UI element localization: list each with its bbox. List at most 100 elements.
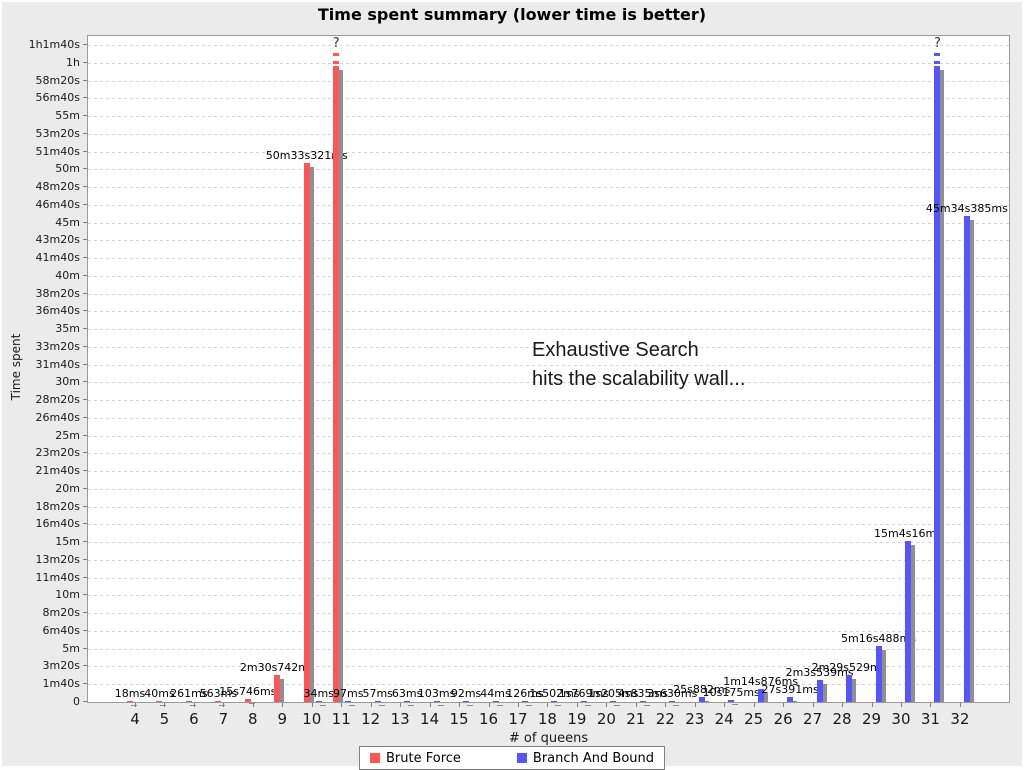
gridline xyxy=(88,559,1009,561)
x-tick-label: 19 xyxy=(567,710,587,728)
bar-value-label: 92ms xyxy=(450,687,482,701)
x-tick-label: 32 xyxy=(950,710,970,728)
y-tick-mark xyxy=(83,61,87,63)
gridline xyxy=(88,187,1009,189)
bar-branch-and-bound-q22 xyxy=(669,701,676,702)
y-tick-label: 51m40s xyxy=(35,144,80,158)
y-tick-mark xyxy=(83,701,87,702)
bar-value-label: 2m29s529ms xyxy=(811,661,887,675)
y-tick-label: 1h1m40s xyxy=(28,38,80,51)
y-tick-label: 6m40s xyxy=(42,623,80,637)
x-tick-label: 31 xyxy=(920,710,940,728)
x-tick-mark xyxy=(547,703,549,707)
gridline xyxy=(88,417,1009,419)
bar-branch-and-bound-q23 xyxy=(698,697,705,702)
bar-shadow xyxy=(131,705,137,707)
bar-shadow xyxy=(967,220,974,702)
x-tick-label: 6 xyxy=(189,710,199,728)
y-tick-mark xyxy=(83,328,87,330)
gridline xyxy=(88,80,1009,82)
y-tick-label: 35m xyxy=(55,322,80,336)
x-tick-mark xyxy=(429,703,431,707)
bar-brute-force-q8 xyxy=(244,699,251,702)
chart-title: Time spent summary (lower time is better… xyxy=(317,5,707,24)
bar-shadow xyxy=(278,679,285,702)
bar-branch-and-bound-q24 xyxy=(728,700,735,702)
x-tick-label: 24 xyxy=(714,710,734,728)
bar-value-label: 97ms xyxy=(332,687,364,701)
x-tick-label: 21 xyxy=(626,710,646,728)
y-tick-mark xyxy=(83,541,87,543)
gridline xyxy=(88,204,1009,206)
y-tick-mark xyxy=(83,150,87,152)
bar-branch-and-bound-q16 xyxy=(492,701,499,702)
x-tick-mark xyxy=(370,703,372,707)
y-tick-mark xyxy=(83,612,87,614)
gridline xyxy=(88,346,1009,348)
y-tick-label: 41m40s xyxy=(35,251,80,265)
y-tick-label: 43m20s xyxy=(35,233,80,247)
y-tick-label: 16m40s xyxy=(35,517,80,531)
x-tick-mark xyxy=(724,703,726,707)
legend-label: Branch And Bound xyxy=(532,750,655,766)
bar-shadow xyxy=(408,705,415,707)
y-axis-title: Time spent xyxy=(9,333,23,401)
legend-item-branch-and-bound: Branch And Bound xyxy=(516,750,655,766)
x-tick-mark xyxy=(842,703,844,707)
y-tick-mark xyxy=(83,487,87,489)
y-tick-mark xyxy=(83,594,87,596)
gridline xyxy=(88,471,1009,473)
x-tick-label: 12 xyxy=(361,710,381,728)
gridline xyxy=(88,329,1009,331)
x-tick-label: 22 xyxy=(655,710,675,728)
gridline xyxy=(88,275,1009,277)
bar-branch-and-bound-q11 xyxy=(345,701,352,702)
x-tick-label: 25 xyxy=(744,710,764,728)
bar-branch-and-bound-q18 xyxy=(551,701,558,702)
y-tick-label: 46m40s xyxy=(35,197,80,211)
x-tick-mark xyxy=(282,703,284,707)
bar-branch-and-bound-q10 xyxy=(315,701,322,702)
y-tick-mark xyxy=(83,523,87,525)
bar-value-label: 2m30s742ms xyxy=(239,661,315,675)
bar-branch-and-bound-q28 xyxy=(846,675,853,702)
y-tick-mark xyxy=(83,647,87,649)
y-tick-mark xyxy=(83,186,87,188)
y-tick-label: 23m20s xyxy=(35,446,80,460)
y-tick-mark xyxy=(83,115,87,117)
x-tick-mark xyxy=(459,703,461,707)
bar-shadow xyxy=(820,684,827,702)
y-tick-label: 36m40s xyxy=(35,304,80,318)
y-tick-mark xyxy=(83,416,87,418)
bar-value-label: 10s175ms xyxy=(702,686,760,700)
x-tick-label: 13 xyxy=(390,710,410,728)
bar-shadow xyxy=(248,703,255,705)
y-tick-label: 48m20s xyxy=(35,180,80,194)
bar-branch-and-bound-q27 xyxy=(816,680,823,702)
gridline xyxy=(88,595,1009,597)
bar-shadow xyxy=(525,705,532,707)
x-tick-label: 9 xyxy=(277,710,288,728)
bar-shadow xyxy=(673,705,680,707)
gridline xyxy=(88,684,1009,686)
x-tick-label: 8 xyxy=(248,710,258,728)
bar-shadow xyxy=(189,705,196,707)
bar-shadow xyxy=(879,649,886,702)
y-tick-label: 26m40s xyxy=(35,410,80,424)
y-tick-mark xyxy=(83,203,87,205)
bar-branch-and-bound-q29 xyxy=(875,645,882,702)
bar-value-label: 261ms xyxy=(170,687,208,701)
x-tick-label: 14 xyxy=(420,710,440,728)
y-tick-label: 11m40s xyxy=(35,570,80,584)
bar-brute-force-q5 xyxy=(156,701,163,702)
y-tick-label: 40m xyxy=(55,268,80,282)
x-tick-mark xyxy=(488,703,490,707)
bar-value-label: 1s502ms xyxy=(529,687,580,701)
bar-shadow xyxy=(643,705,650,707)
bar-branch-and-bound-q30 xyxy=(904,541,911,702)
y-tick-mark xyxy=(83,381,87,383)
gridline xyxy=(88,222,1009,224)
gridline xyxy=(88,98,1009,100)
y-tick-label: 15m xyxy=(55,535,80,549)
y-tick-label: 33m20s xyxy=(35,339,80,353)
